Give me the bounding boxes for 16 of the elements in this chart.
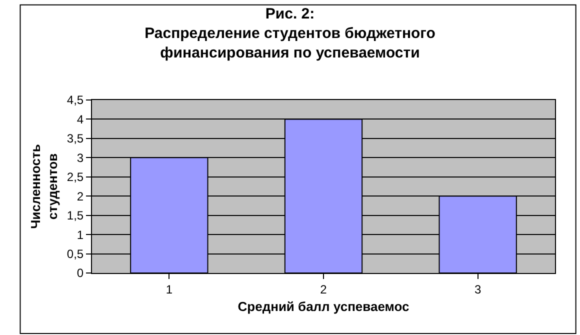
x-axis-title: Средний балл успеваемос [238, 299, 410, 314]
y-tick-label: 3,5 [66, 132, 84, 146]
y-tick-label: 1,5 [66, 208, 84, 223]
chart-title: Рис. 2: Распределение студентов бюджетного финансирования по успеваемости [144, 5, 436, 62]
x-tick-label: 2 [320, 282, 328, 296]
x-tick-label: 3 [474, 282, 482, 296]
y-tick-label: 0 [76, 266, 84, 280]
y-tick-label: 0,5 [66, 246, 84, 261]
y-tick-label: 3 [76, 150, 84, 165]
y-tick-label: 4,5 [66, 93, 84, 108]
x-tick-label: 1 [166, 282, 173, 296]
y-tick-label: 2,5 [66, 170, 84, 184]
y-tick-label: 4 [76, 112, 84, 126]
y-axis-title: Численность студентов [28, 144, 60, 229]
y-tick-label: 2 [76, 189, 84, 204]
y-tick-label: 1 [76, 228, 84, 242]
